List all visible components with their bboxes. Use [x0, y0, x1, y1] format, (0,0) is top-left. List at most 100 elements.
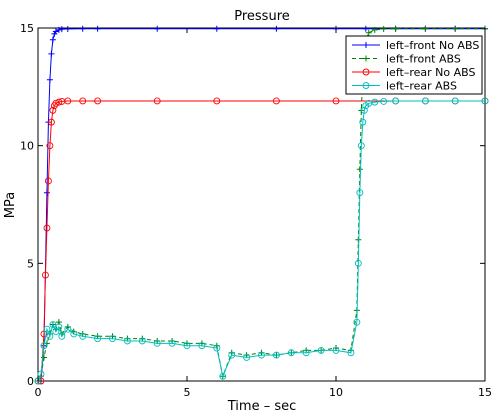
data-point [64, 97, 72, 105]
data-point [213, 25, 220, 32]
data-point [153, 97, 161, 105]
data-point [317, 346, 325, 354]
data-point [79, 25, 86, 32]
data-point [272, 97, 280, 105]
data-point [49, 321, 57, 328]
data-point [46, 142, 54, 150]
data-point [392, 97, 400, 105]
legend-entry: left–front ABS [352, 53, 461, 66]
data-point [371, 98, 379, 106]
y-axis-label: MPa [3, 192, 18, 218]
tick-layer: 0 5 10 15 0 5 10 15 [20, 22, 492, 399]
data-point [168, 339, 176, 347]
data-point [359, 118, 367, 126]
chart-title: Pressure [234, 9, 290, 24]
data-point [94, 25, 101, 32]
y-tick-label: 15 [20, 22, 34, 35]
data-point [55, 98, 63, 106]
data-point [109, 335, 116, 343]
legend-label: left–front ABS [386, 53, 461, 66]
data-point [243, 354, 251, 361]
legend-marker [363, 42, 369, 48]
data-point [365, 29, 372, 36]
data-point [392, 25, 399, 32]
data-point [55, 323, 63, 331]
data-point [353, 318, 361, 326]
legend-marker [362, 82, 370, 89]
data-point [48, 50, 55, 57]
data-point [70, 330, 78, 338]
data-point [422, 25, 429, 32]
data-point [198, 342, 206, 350]
data-point [123, 337, 131, 345]
x-tick-label: 10 [329, 386, 343, 399]
data-point [272, 351, 280, 359]
legend-label: left–rear ABS [386, 80, 457, 93]
data-point [64, 25, 71, 32]
data-point [64, 325, 72, 333]
data-point [421, 97, 429, 105]
data-point [380, 97, 388, 105]
data-point [58, 332, 66, 340]
data-point [213, 344, 221, 352]
data-point [451, 97, 459, 105]
data-point [380, 25, 387, 32]
data-point [354, 259, 362, 267]
data-point [47, 118, 55, 126]
legend-entry: left–rear ABS [352, 80, 457, 93]
data-point [46, 332, 54, 340]
data-point [452, 25, 459, 32]
x-tick-label: 0 [35, 386, 42, 399]
data-point [44, 177, 52, 185]
data-point [46, 76, 53, 83]
data-point [43, 189, 50, 196]
legend-entry: left–front No ABS [352, 39, 479, 52]
x-tick-label: 5 [184, 386, 191, 399]
data-point [94, 335, 102, 343]
x-tick-label: 15 [478, 386, 492, 399]
series-line [38, 100, 485, 382]
legend-marker [362, 68, 370, 76]
data-point [43, 325, 51, 333]
legend-label: left–rear No ABS [386, 66, 475, 79]
data-point [371, 26, 378, 33]
legend-label: left–front No ABS [386, 39, 479, 52]
data-point [362, 25, 369, 32]
data-point [52, 99, 60, 107]
legend-marker [363, 55, 369, 62]
y-tick-label: 0 [27, 375, 34, 388]
y-tick-label: 10 [20, 140, 34, 153]
data-point [153, 339, 161, 347]
data-point [356, 166, 363, 173]
data-point [360, 106, 368, 114]
data-point [154, 25, 161, 32]
legend-entry: left–rear No ABS [352, 66, 475, 79]
x-axis-label: Time – sec [227, 399, 297, 414]
data-point [42, 271, 49, 279]
data-point [481, 97, 489, 105]
data-point [138, 337, 146, 345]
data-point [94, 97, 102, 105]
data-point [273, 25, 280, 32]
data-point [332, 346, 340, 354]
data-point [43, 224, 51, 232]
data-point [49, 106, 57, 114]
data-point [228, 351, 236, 359]
data-point [258, 351, 265, 359]
data-point [183, 342, 191, 350]
data-point [219, 372, 227, 380]
data-point [49, 36, 56, 43]
data-point [332, 97, 340, 105]
data-point [79, 97, 87, 105]
data-point [58, 26, 65, 33]
series-4 [34, 97, 489, 385]
data-point [302, 349, 310, 357]
data-point [37, 370, 45, 378]
data-point [55, 26, 62, 33]
y-tick-label: 5 [27, 257, 34, 270]
data-point [40, 354, 47, 361]
data-point [287, 349, 295, 357]
data-point [79, 332, 87, 340]
